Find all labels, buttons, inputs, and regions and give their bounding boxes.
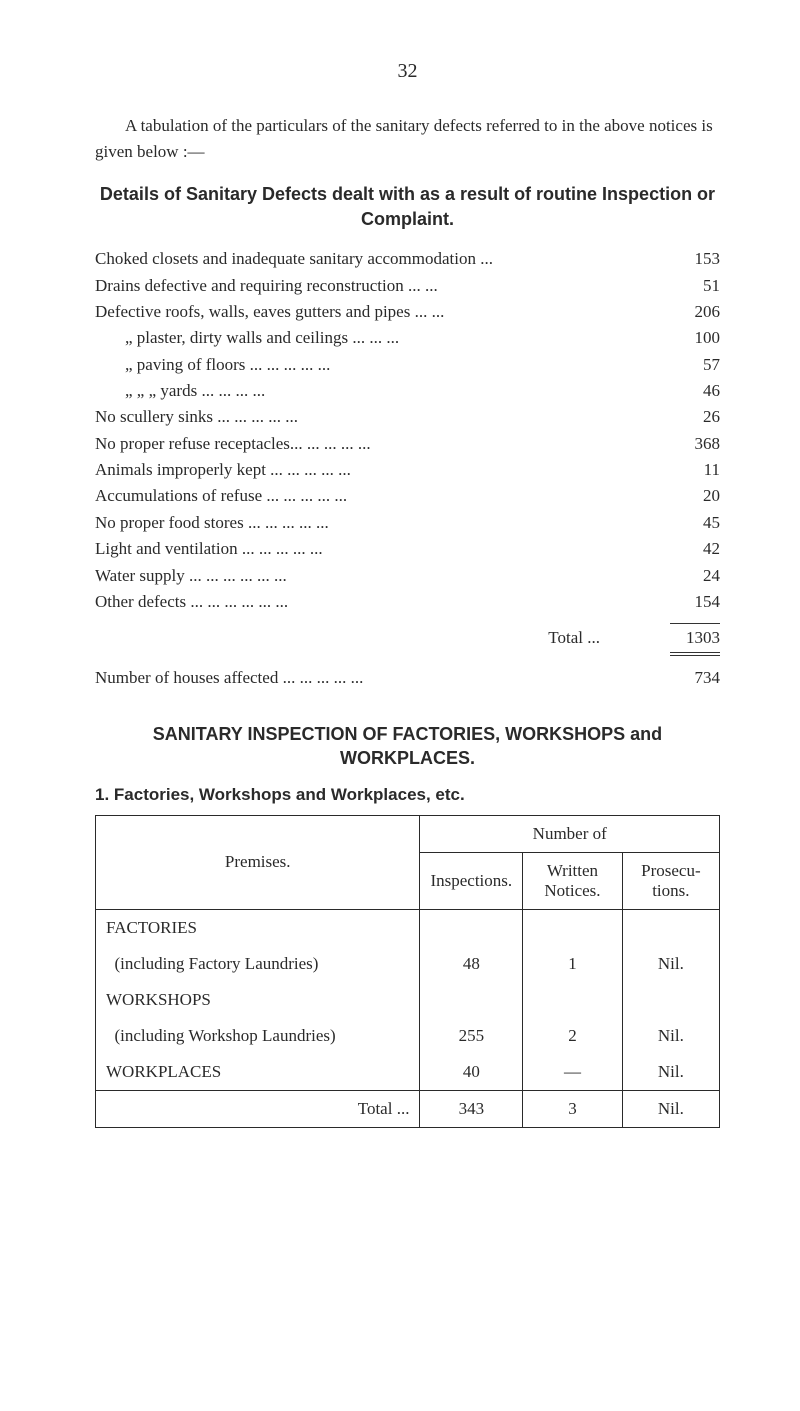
defect-value: 206 bbox=[670, 299, 720, 325]
defect-row: No proper food stores ... ... ... ... ..… bbox=[95, 510, 720, 536]
page-number: 32 bbox=[95, 60, 720, 83]
defect-label: Other defects ... ... ... ... ... ... bbox=[95, 589, 288, 615]
defect-label: Water supply ... ... ... ... ... ... bbox=[95, 563, 287, 589]
defect-value: 154 bbox=[670, 589, 720, 615]
defect-label: Defective roofs, walls, eaves gutters an… bbox=[95, 299, 444, 325]
th-number-of: Number of bbox=[420, 815, 720, 852]
table-cell: Nil. bbox=[622, 1018, 719, 1054]
defect-value: 45 bbox=[670, 510, 720, 536]
table-row: WORKPLACES40—Nil. bbox=[96, 1054, 720, 1091]
defect-value: 153 bbox=[670, 246, 720, 272]
table-row: WORKSHOPS bbox=[96, 982, 720, 1018]
defect-row: Water supply ... ... ... ... ... ... 24 bbox=[95, 563, 720, 589]
table-total-label: Total ... bbox=[96, 1090, 420, 1127]
defect-label: „ paving of floors ... ... ... ... ... bbox=[95, 352, 330, 378]
defect-row: No proper refuse receptacles... ... ... … bbox=[95, 431, 720, 457]
total-value: 1303 bbox=[670, 628, 720, 648]
rule-double bbox=[670, 652, 720, 656]
defect-label: No proper refuse receptacles... ... ... … bbox=[95, 431, 371, 457]
table-cell: — bbox=[523, 1054, 623, 1091]
table-cell bbox=[622, 982, 719, 1018]
defect-row: Animals improperly kept ... ... ... ... … bbox=[95, 457, 720, 483]
table-cell-label: (including Factory Laundries) bbox=[96, 946, 420, 982]
defect-row: „ „ „ yards ... ... ... ... 46 bbox=[95, 378, 720, 404]
defect-value: 51 bbox=[670, 273, 720, 299]
defect-row: „ paving of floors ... ... ... ... ... 57 bbox=[95, 352, 720, 378]
defect-label: Choked closets and inadequate sanitary a… bbox=[95, 246, 493, 272]
defect-row: Light and ventilation ... ... ... ... ..… bbox=[95, 536, 720, 562]
defect-label: „ plaster, dirty walls and ceilings ... … bbox=[95, 325, 399, 351]
defect-label: No scullery sinks ... ... ... ... ... bbox=[95, 404, 298, 430]
defects-total-row: Total ... 1303 bbox=[95, 628, 720, 648]
table-cell-label: (including Workshop Laundries) bbox=[96, 1018, 420, 1054]
defect-value: 368 bbox=[670, 431, 720, 457]
defect-row: Drains defective and requiring reconstru… bbox=[95, 273, 720, 299]
intro-paragraph: A tabulation of the particulars of the s… bbox=[95, 113, 720, 164]
table-cell: 1 bbox=[523, 946, 623, 982]
defect-value: 46 bbox=[670, 378, 720, 404]
total-label: Total ... bbox=[548, 628, 600, 648]
defects-heading: Details of Sanitary Defects dealt with a… bbox=[95, 182, 720, 232]
table-cell bbox=[523, 909, 623, 946]
table-cell bbox=[420, 982, 523, 1018]
table-row: (including Factory Laundries)481Nil. bbox=[96, 946, 720, 982]
defect-value: 11 bbox=[670, 457, 720, 483]
defect-list: Choked closets and inadequate sanitary a… bbox=[95, 246, 720, 615]
defect-row: Other defects ... ... ... ... ... ... 154 bbox=[95, 589, 720, 615]
table-cell-label: WORKSHOPS bbox=[96, 982, 420, 1018]
defect-row: Choked closets and inadequate sanitary a… bbox=[95, 246, 720, 272]
defect-value: 57 bbox=[670, 352, 720, 378]
table-cell: 255 bbox=[420, 1018, 523, 1054]
th-prosecutions: Prosecu- tions. bbox=[622, 852, 719, 909]
table-cell: 2 bbox=[523, 1018, 623, 1054]
defect-value: 20 bbox=[670, 483, 720, 509]
sanitary-inspection-heading: SANITARY INSPECTION OF FACTORIES, WORKSH… bbox=[95, 722, 720, 771]
table-cell-label: FACTORIES bbox=[96, 909, 420, 946]
table-total-row: Total ... 343 3 Nil. bbox=[96, 1090, 720, 1127]
table-cell-label: WORKPLACES bbox=[96, 1054, 420, 1091]
defect-row: Accumulations of refuse ... ... ... ... … bbox=[95, 483, 720, 509]
th-inspections: Inspections. bbox=[420, 852, 523, 909]
factories-table: Premises. Number of Inspections. Written… bbox=[95, 815, 720, 1128]
table-cell: Nil. bbox=[622, 946, 719, 982]
th-premises: Premises. bbox=[96, 815, 420, 909]
table-row: FACTORIES bbox=[96, 909, 720, 946]
defect-row: No scullery sinks ... ... ... ... ... 26 bbox=[95, 404, 720, 430]
th-written-notices: Written Notices. bbox=[523, 852, 623, 909]
defect-value: 26 bbox=[670, 404, 720, 430]
table-cell: 40 bbox=[420, 1054, 523, 1091]
table-cell bbox=[523, 982, 623, 1018]
defect-label: „ „ „ yards ... ... ... ... bbox=[95, 378, 265, 404]
table-cell: 48 bbox=[420, 946, 523, 982]
table-total-c2: 3 bbox=[523, 1090, 623, 1127]
defect-label: Drains defective and requiring reconstru… bbox=[95, 273, 438, 299]
defect-label: Accumulations of refuse ... ... ... ... … bbox=[95, 483, 347, 509]
defect-row: „ plaster, dirty walls and ceilings ... … bbox=[95, 325, 720, 351]
defect-value: 42 bbox=[670, 536, 720, 562]
defect-label: Light and ventilation ... ... ... ... ..… bbox=[95, 536, 323, 562]
defect-label: No proper food stores ... ... ... ... ..… bbox=[95, 510, 329, 536]
defect-value: 100 bbox=[670, 325, 720, 351]
table-total-c3: Nil. bbox=[622, 1090, 719, 1127]
houses-affected-row: Number of houses affected ... ... ... ..… bbox=[95, 668, 720, 688]
table-cell: Nil. bbox=[622, 1054, 719, 1091]
table-cell bbox=[622, 909, 719, 946]
table-total-c1: 343 bbox=[420, 1090, 523, 1127]
factories-subheading: 1. Factories, Workshops and Workplaces, … bbox=[95, 785, 720, 805]
defect-value: 24 bbox=[670, 563, 720, 589]
defect-row: Defective roofs, walls, eaves gutters an… bbox=[95, 299, 720, 325]
table-row: (including Workshop Laundries)2552Nil. bbox=[96, 1018, 720, 1054]
houses-affected-label: Number of houses affected ... ... ... ..… bbox=[95, 668, 363, 688]
table-cell bbox=[420, 909, 523, 946]
rule-divider bbox=[670, 623, 720, 624]
defect-label: Animals improperly kept ... ... ... ... … bbox=[95, 457, 351, 483]
houses-affected-value: 734 bbox=[670, 668, 720, 688]
